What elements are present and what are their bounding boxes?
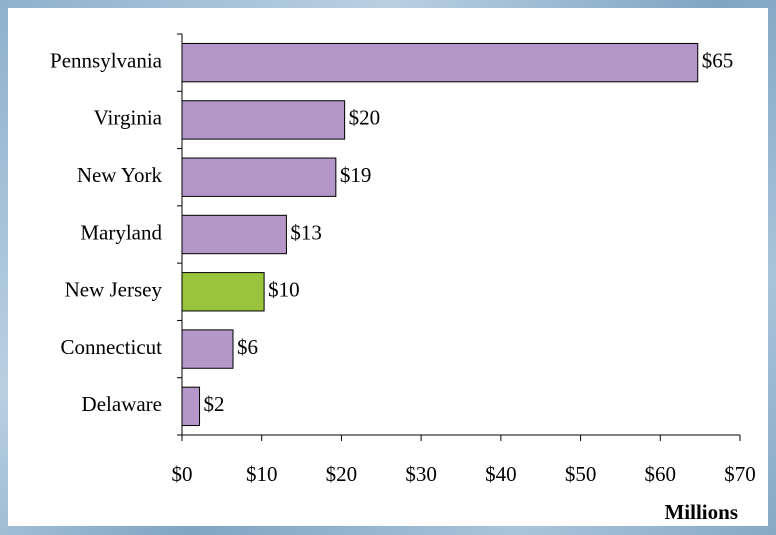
value-label: $65	[702, 48, 734, 72]
y-tick-label: Maryland	[80, 220, 162, 244]
x-tick-label: $0	[172, 462, 193, 486]
value-label: $2	[204, 392, 225, 416]
bar	[181, 157, 337, 197]
x-tick-label: $10	[246, 462, 278, 486]
bar	[181, 329, 234, 369]
x-tick-label: $70	[724, 462, 756, 486]
value-label: $19	[340, 163, 372, 187]
panel	[8, 8, 768, 526]
x-tick-label: $50	[565, 462, 597, 486]
y-tick-label: New Jersey	[65, 278, 163, 302]
bar	[181, 386, 201, 427]
y-tick-label: New York	[77, 163, 163, 187]
x-tick-label: $60	[645, 462, 677, 486]
y-tick-label: Pennsylvania	[50, 48, 163, 72]
y-tick-label: Virginia	[94, 106, 163, 130]
y-tick-label: Delaware	[82, 392, 162, 416]
value-label: $10	[268, 278, 300, 302]
x-axis-label: Millions	[664, 500, 738, 524]
x-tick-label: $30	[405, 462, 437, 486]
x-tick-label: $40	[485, 462, 517, 486]
value-label: $6	[237, 335, 258, 359]
bar	[181, 272, 265, 312]
value-label: $20	[349, 106, 381, 130]
x-tick-label: $20	[326, 462, 358, 486]
bar	[181, 42, 699, 83]
y-tick-label: Connecticut	[61, 335, 163, 359]
bar	[181, 100, 346, 140]
value-label: $13	[290, 220, 322, 244]
bar	[181, 214, 287, 255]
